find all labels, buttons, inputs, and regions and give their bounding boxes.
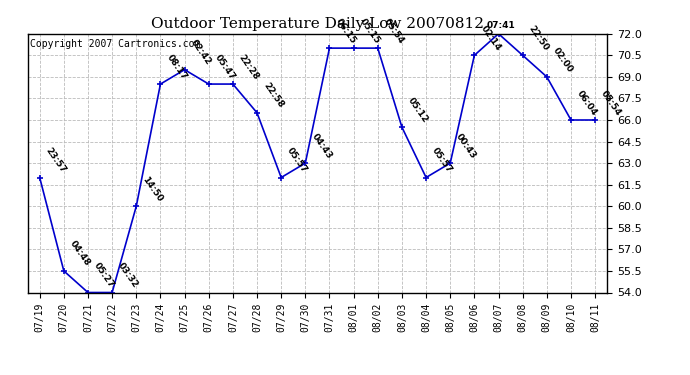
Text: 04:43: 04:43 — [310, 132, 333, 160]
Text: 05:47: 05:47 — [213, 53, 237, 81]
Text: 02:00: 02:00 — [551, 46, 575, 74]
Text: Copyright 2007 Cartronics.com: Copyright 2007 Cartronics.com — [30, 39, 201, 49]
Text: 03:32: 03:32 — [117, 261, 140, 290]
Text: 04:48: 04:48 — [68, 240, 92, 268]
Text: 05:27: 05:27 — [92, 261, 116, 290]
Text: 08:17: 08:17 — [165, 53, 188, 81]
Text: 22:28: 22:28 — [237, 53, 261, 81]
Text: 05:57: 05:57 — [286, 146, 309, 175]
Text: 02:14: 02:14 — [479, 24, 502, 52]
Text: 06:04: 06:04 — [575, 89, 599, 117]
Text: 05:57: 05:57 — [431, 146, 454, 175]
Text: 02:42: 02:42 — [189, 38, 213, 67]
Text: 05:54: 05:54 — [600, 88, 623, 117]
Text: 22:58: 22:58 — [262, 81, 285, 110]
Text: 07:41: 07:41 — [487, 21, 515, 30]
Text: 22:50: 22:50 — [527, 24, 551, 52]
Text: 14:50: 14:50 — [141, 175, 164, 204]
Text: 05:12: 05:12 — [406, 96, 430, 124]
Text: 00:43: 00:43 — [455, 132, 478, 160]
Text: 05:54: 05:54 — [382, 17, 406, 45]
Title: Outdoor Temperature Daily Low 20070812: Outdoor Temperature Daily Low 20070812 — [151, 17, 484, 31]
Text: 23:57: 23:57 — [44, 146, 68, 175]
Text: 06:15: 06:15 — [334, 17, 357, 45]
Text: 05:15: 05:15 — [358, 17, 382, 45]
